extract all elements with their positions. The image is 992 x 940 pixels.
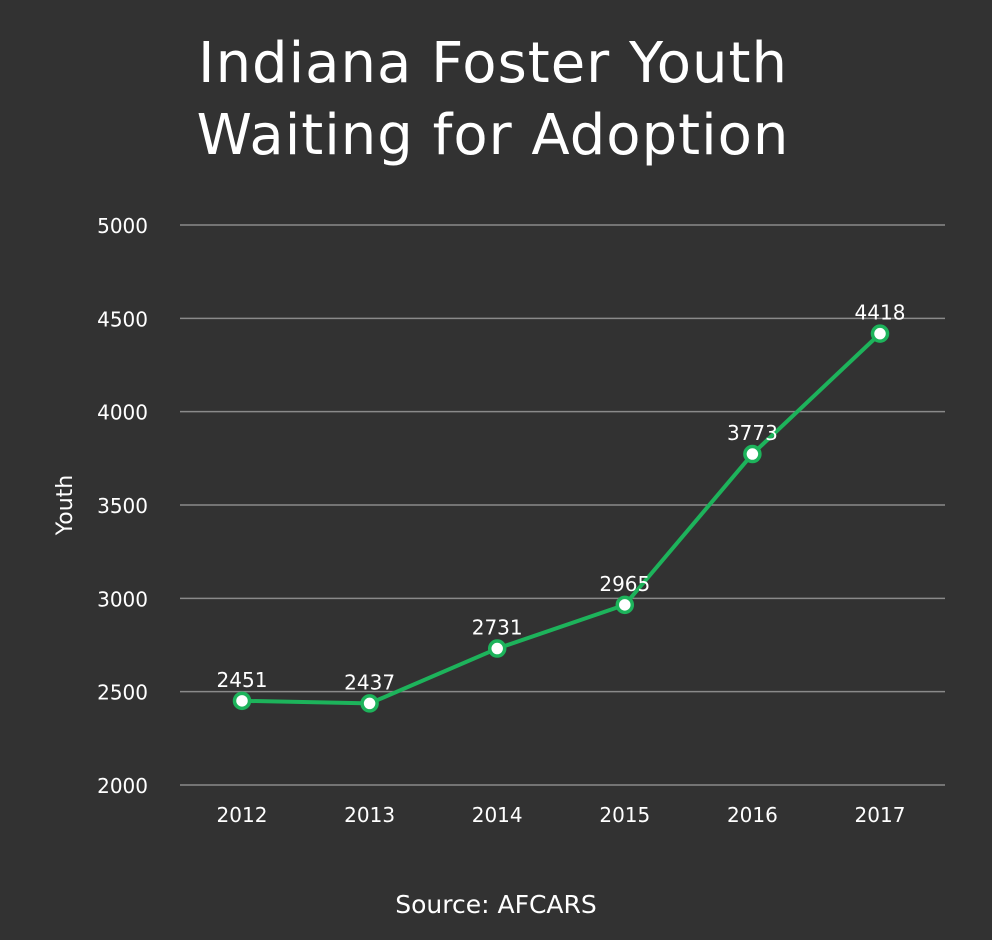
- data-point-2017: [870, 324, 890, 343]
- data-label-2013: 2437: [344, 670, 395, 694]
- data-label-2015: 2965: [599, 572, 650, 596]
- x-axis-ticks: 2012 2013 2014 2015 2016 2017: [217, 803, 906, 827]
- data-point-2015: [615, 595, 635, 615]
- x-tick-label: 2016: [727, 803, 778, 827]
- data-label-2012: 2451: [217, 668, 268, 692]
- data-label-2016: 3773: [727, 421, 778, 445]
- x-tick-label: 2014: [472, 803, 523, 827]
- data-point-2013: [360, 694, 379, 713]
- series-youth: [232, 324, 890, 713]
- y-tick-label: 4000: [97, 401, 148, 425]
- series-line: [240, 331, 882, 706]
- y-axis-label: Youth: [53, 475, 78, 537]
- data-point-2014: [487, 639, 507, 658]
- x-tick-label: 2013: [344, 803, 395, 827]
- y-tick-label: 3500: [97, 494, 148, 518]
- x-tick-label: 2015: [599, 803, 650, 827]
- gridlines: [180, 224, 945, 786]
- data-label-2017: 4418: [855, 301, 906, 325]
- data-labels: 2451 2437 2731 2965 3773 4418: [217, 301, 906, 695]
- y-tick-label: 2000: [97, 774, 148, 798]
- source-note: Source: AFCARS: [395, 890, 597, 919]
- data-label-2014: 2731: [472, 616, 523, 640]
- chart-title-line-1: Indiana Foster Youth: [198, 31, 788, 96]
- data-point-2016: [743, 444, 762, 464]
- x-tick-label: 2012: [217, 803, 268, 827]
- chart-title-line-2: Waiting for Adoption: [196, 103, 790, 168]
- y-tick-label: 5000: [97, 214, 148, 238]
- y-axis-ticks: 2000 2500 3000 3500 4000 4500 5000: [97, 214, 148, 798]
- y-tick-label: 3000: [97, 587, 148, 611]
- y-tick-label: 4500: [97, 307, 148, 331]
- y-tick-label: 2500: [97, 681, 148, 705]
- chart-title: Indiana Foster Youth Waiting for Adoptio…: [0, 28, 986, 172]
- data-point-2012: [232, 691, 252, 711]
- x-tick-label: 2017: [855, 803, 906, 827]
